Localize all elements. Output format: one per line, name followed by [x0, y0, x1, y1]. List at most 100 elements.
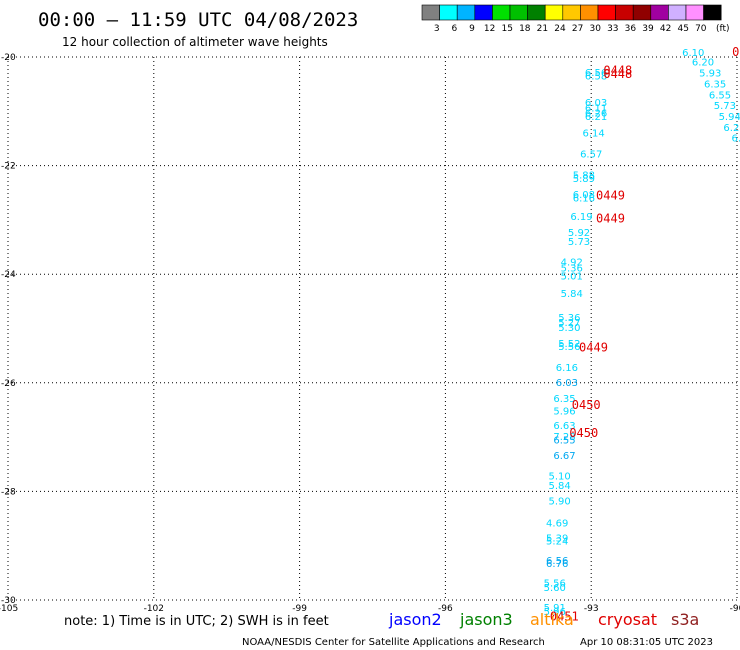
- time-label: 0448: [603, 63, 632, 77]
- swh-value-label: 6.58: [585, 71, 607, 82]
- swh-value-label: 5.56: [544, 578, 566, 589]
- color-legend: 3 6 9 12 15 18 21 24 27 30 33 36 39 42 45 70 (ft): [421, 4, 730, 34]
- time-label: 0449: [596, 212, 625, 226]
- swh-value-label: 6.63: [553, 421, 575, 432]
- legend-swatch: [509, 4, 528, 21]
- legend-swatch: [685, 4, 704, 21]
- x-axis-ticks: -105 -102 -99 -96 -93 -90: [0, 604, 740, 614]
- time-label: 0448: [603, 67, 632, 81]
- legend-swatch: [562, 4, 581, 21]
- swh-value-label: 5.01: [561, 272, 583, 283]
- swh-value-label: 5.96: [544, 607, 566, 618]
- swh-points: 6.566.586.036.116.266.216.146.575.885.89…: [544, 48, 740, 618]
- time-label: 0449: [579, 340, 608, 354]
- x-tick-label: -93: [584, 604, 599, 614]
- time-label: 0450: [572, 398, 601, 412]
- swh-value-label: 6.55: [709, 90, 731, 101]
- swh-value-label: 6.03: [556, 378, 578, 389]
- legend-swatch: [703, 4, 722, 21]
- swh-value-label: 5.90: [548, 496, 570, 507]
- swh-value-label: 6.21: [585, 112, 607, 123]
- legend-swatch: [492, 4, 511, 21]
- y-tick-label: -26: [1, 379, 16, 389]
- swh-value-label: 6.19: [570, 212, 592, 223]
- swh-value-label: 5.24: [546, 537, 568, 548]
- y-tick-label: -20: [1, 53, 16, 63]
- legend-swatch: [439, 4, 458, 21]
- satellite-cryosat: cryosat: [598, 610, 657, 629]
- time-label: 0449: [596, 188, 625, 202]
- swh-value-label: 5.60: [544, 583, 566, 594]
- legend-swatch: [456, 4, 476, 21]
- swh-value-label: 4.92: [561, 258, 583, 269]
- swh-value-label: 5.36: [558, 313, 580, 324]
- swh-value-label: 5.27: [558, 318, 580, 329]
- footer-credit: NOAA/NESDIS Center for Satellite Applica…: [242, 637, 545, 648]
- legend-label: 15: [501, 24, 512, 34]
- swh-value-label: 6.35: [704, 79, 726, 90]
- x-tick-label: -90: [730, 604, 740, 614]
- time-label: 05: [732, 45, 740, 59]
- swh-value-label: 5.89: [573, 174, 595, 185]
- satellite-altika: altika: [530, 610, 574, 629]
- time-labels: 04480448044904490449045004500451050: [550, 45, 740, 624]
- swh-value-label: 6.10: [682, 48, 704, 59]
- y-axis-ticks: -20 -22 -24 -26 -28 -30: [1, 53, 16, 606]
- legend-swatch: [650, 4, 669, 21]
- swh-value-label: 6.03: [585, 98, 607, 109]
- chart-subtitle: 12 hour collection of altimeter wave hei…: [62, 35, 328, 49]
- legend-label: 30: [589, 24, 601, 34]
- swh-value-label: 5.88: [573, 171, 595, 182]
- swh-value-label: 6.26: [585, 109, 607, 120]
- legend-swatch: [632, 4, 652, 21]
- legend-swatch: [544, 4, 564, 21]
- legend-label: 39: [642, 24, 654, 34]
- legend-label: 9: [469, 24, 475, 34]
- legend-swatch: [668, 4, 687, 21]
- legend-label: 6: [452, 24, 458, 34]
- y-tick-label: -30: [1, 596, 16, 606]
- swh-value-label: 6.56: [546, 556, 568, 567]
- y-tick-label: -24: [1, 270, 16, 280]
- x-tick-label: -105: [0, 604, 18, 614]
- swh-value-label: 5.52: [558, 339, 580, 350]
- y-tick-label: -28: [1, 487, 16, 497]
- legend-swatch: [615, 4, 634, 21]
- legend-label: 12: [484, 24, 495, 34]
- grid-lines: [7, 56, 738, 601]
- y-tick-label: -22: [1, 162, 16, 172]
- legend-label: 33: [607, 24, 618, 34]
- swh-value-label: 6.11: [585, 103, 607, 114]
- swh-value-label: 4.69: [546, 519, 568, 530]
- legend-swatch: [527, 4, 546, 21]
- swh-value-label: 6.56: [585, 68, 607, 79]
- swh-value-label: 5.84: [548, 481, 570, 492]
- chart-title: 00:00 – 11:59 UTC 04/08/2023: [38, 9, 358, 31]
- swh-value-label: 5.30: [558, 323, 580, 334]
- legend-label: 3: [434, 24, 440, 34]
- swh-value-label: 6.67: [553, 451, 575, 462]
- swh-value-label: 5.84: [561, 289, 583, 300]
- footer-timestamp: Apr 10 08:31:05 UTC 2023: [580, 637, 713, 648]
- swh-value-label: 6.16: [556, 363, 578, 374]
- swh-value-label: 6.76: [546, 559, 568, 570]
- legend-swatch: [421, 4, 440, 21]
- swh-value-label: 5.73: [568, 237, 590, 248]
- x-tick-label: -96: [438, 604, 453, 614]
- legend-label: 70: [695, 24, 707, 34]
- swh-value-label: 5.10: [548, 471, 570, 482]
- swh-value-label: 7.28: [553, 432, 575, 443]
- legend-label: 18: [519, 24, 531, 34]
- swh-value-label: 6.35: [553, 394, 575, 405]
- swh-value-label: 6.55: [553, 436, 575, 447]
- swh-value-label: 5.94: [719, 112, 740, 123]
- swh-value-label: 5.56: [558, 342, 580, 353]
- x-tick-label: -99: [292, 604, 307, 614]
- legend-label: 36: [625, 24, 637, 34]
- legend-swatch: [597, 4, 616, 21]
- swh-value-label: 5.93: [699, 69, 721, 80]
- legend-label: 45: [677, 24, 688, 34]
- satellite-jason3: jason3: [459, 610, 513, 629]
- satellite-s3a: s3a: [671, 610, 699, 629]
- swh-value-label: 5.73: [714, 101, 736, 112]
